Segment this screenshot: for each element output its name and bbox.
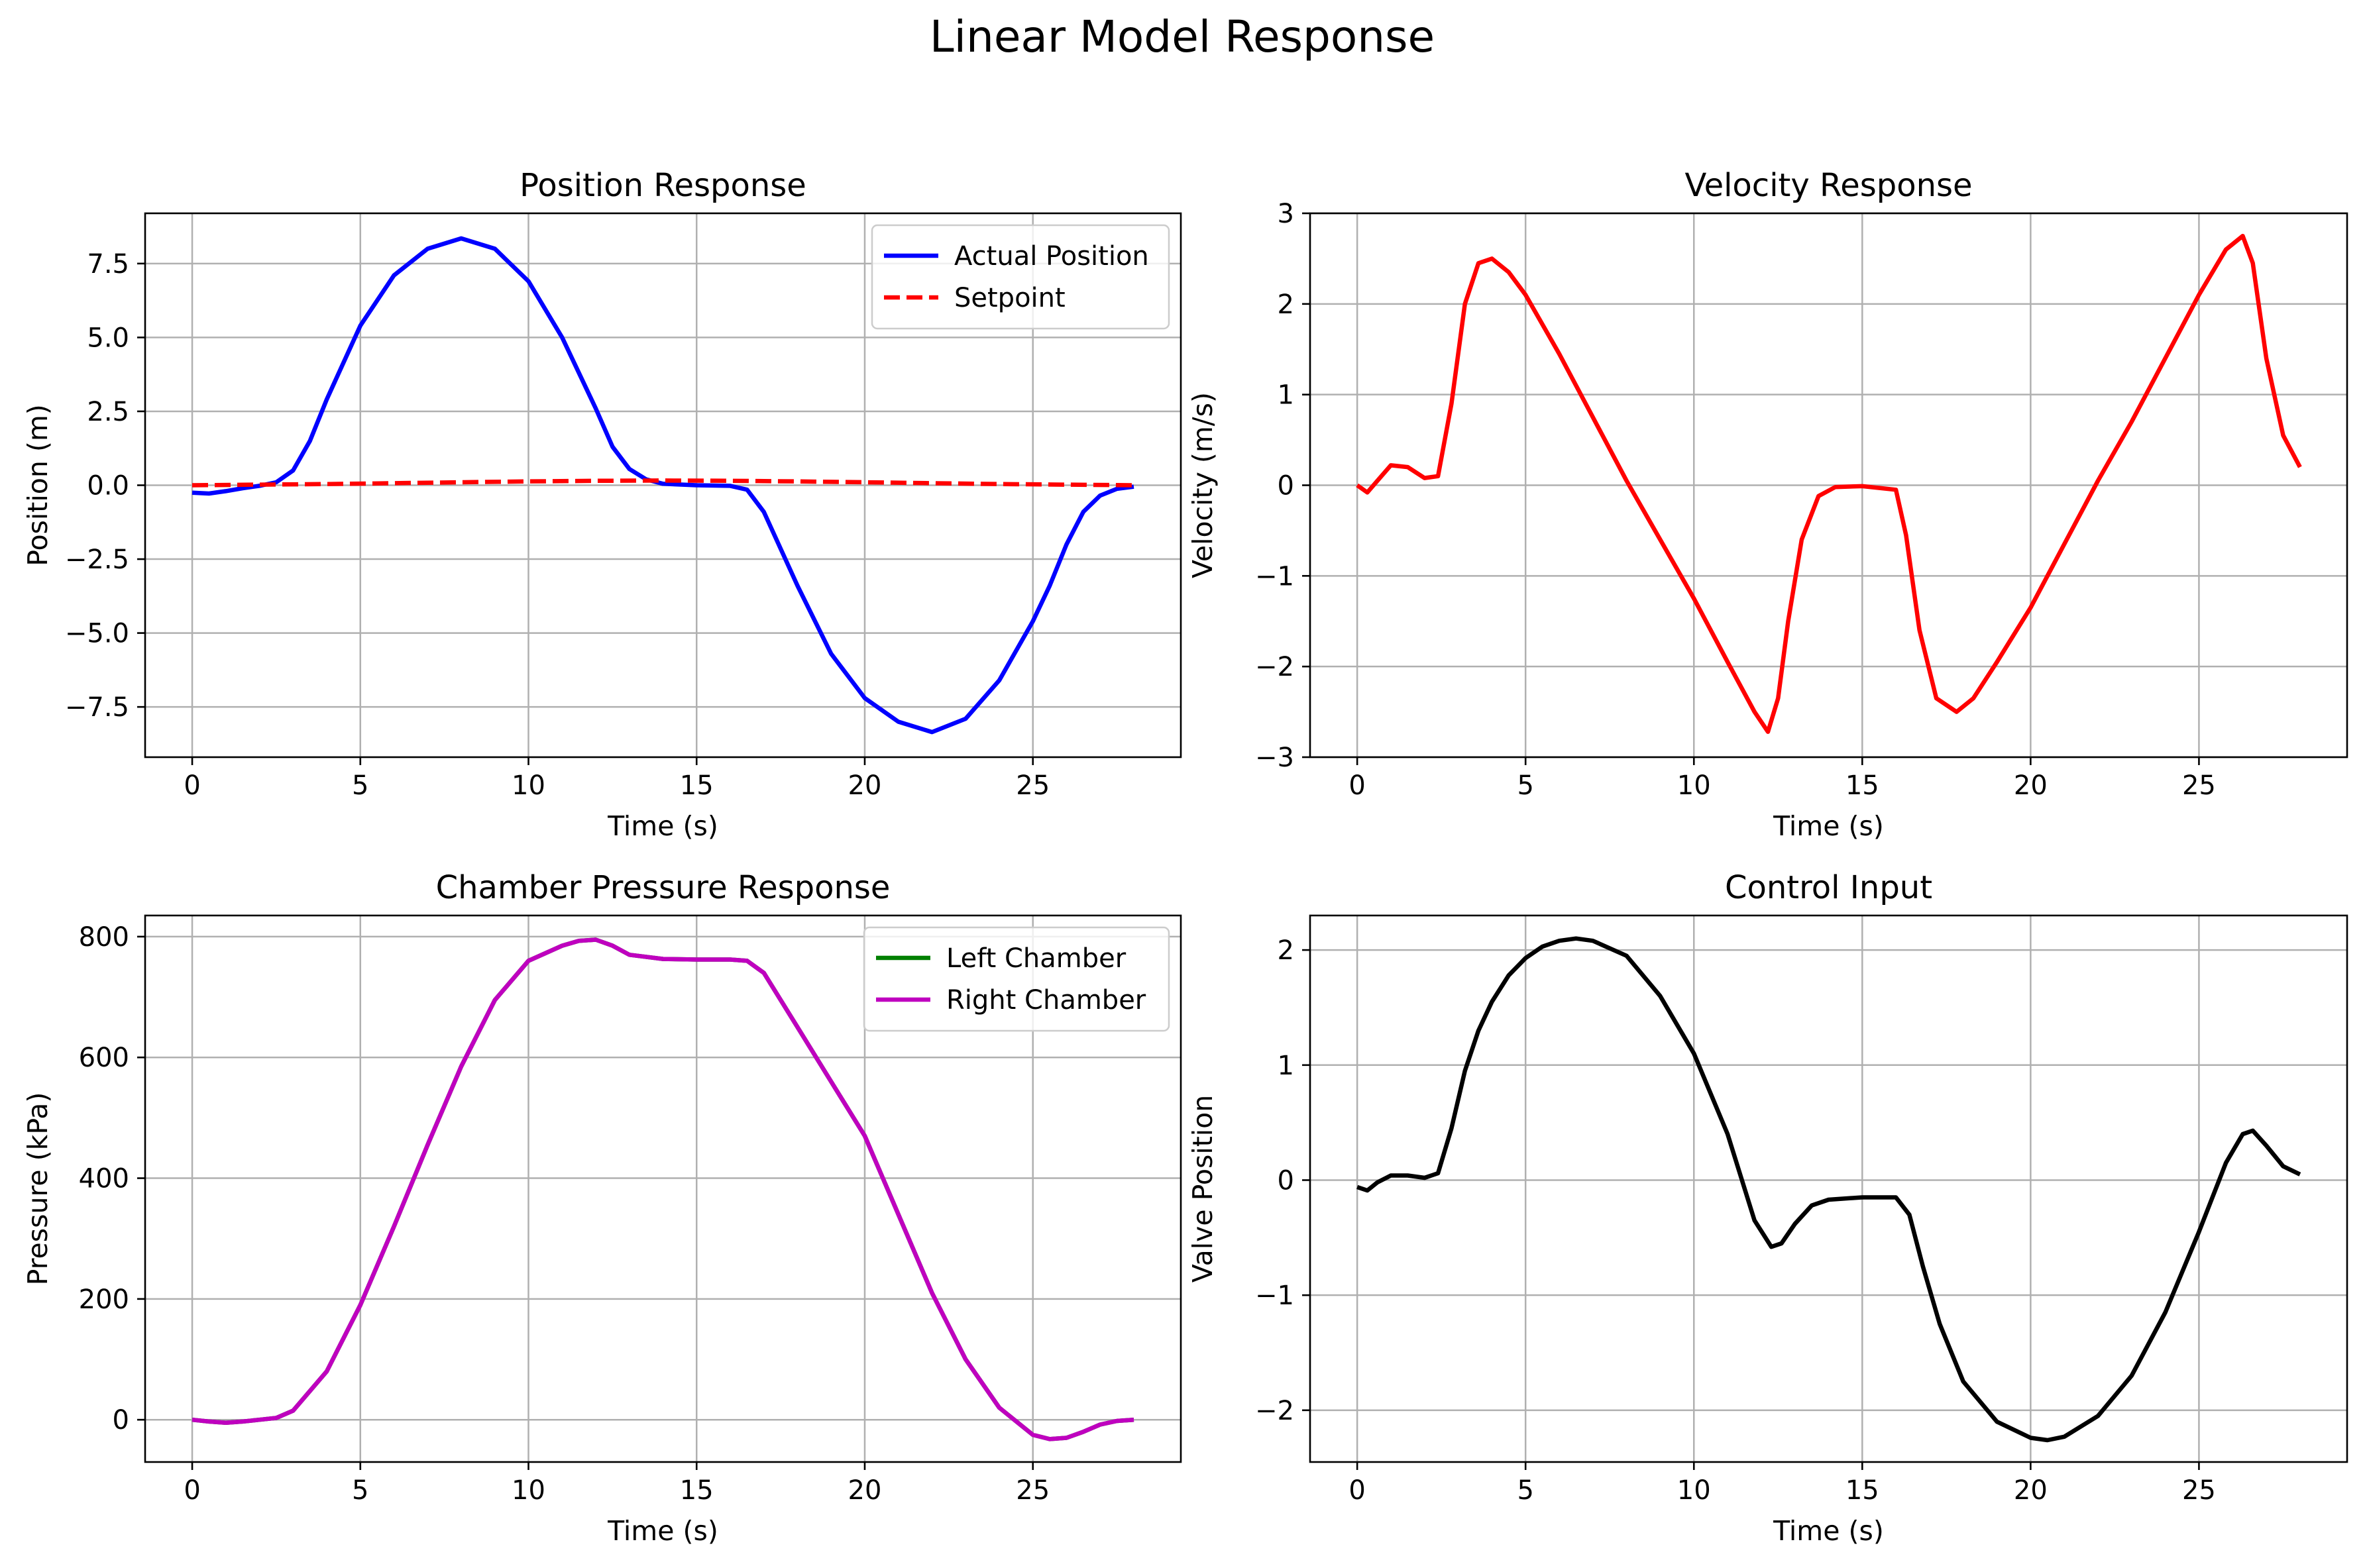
x-tick-label: 10	[512, 770, 545, 801]
y-axis: 0 200 400 600 800	[79, 922, 145, 1436]
subplot-3: 0 5 10 15 20 25 0 200 400 600 800 Chamber Pressure …	[22, 869, 1182, 1547]
x-tick-label: 15	[680, 1475, 714, 1506]
x-tick-label: 20	[2014, 1475, 2048, 1506]
x-tick-label: 15	[680, 770, 714, 801]
x-tick-label: 5	[1517, 1475, 1533, 1506]
x-axis-label: Time (s)	[1773, 810, 1884, 842]
y-tick-label: 3	[1278, 199, 1294, 229]
y-tick-label: −2	[1255, 1396, 1294, 1426]
y-tick-label: 0	[113, 1405, 129, 1436]
y-tick-label: −2.5	[65, 545, 129, 575]
y-axis-label: Position (m)	[22, 404, 54, 566]
legend-label: Left Chamber	[946, 943, 1127, 974]
y-axis: −7.5 −5.0 −2.5 0.0 2.5 5.0 7.5	[65, 249, 145, 723]
x-axis: 0 5 10 15 20 25	[184, 757, 1050, 801]
y-tick-label: 7.5	[87, 249, 129, 280]
series-group	[192, 236, 1134, 735]
legend: Actual Position Setpoint	[871, 224, 1170, 330]
subplot-title: Velocity Response	[1684, 167, 1972, 204]
y-tick-label: −3	[1255, 743, 1294, 773]
y-axis-label: Pressure (kPa)	[22, 1092, 54, 1286]
y-tick-label: 600	[79, 1043, 129, 1073]
series-group	[1356, 233, 2302, 734]
y-axis-label: Velocity (m/s)	[1187, 392, 1219, 578]
x-axis: 0 5 10 15 20 25	[1348, 1462, 2216, 1506]
y-tick-label: −2	[1255, 652, 1294, 682]
series-line-1	[1356, 233, 2302, 734]
y-tick-label: 1	[1278, 380, 1294, 411]
y-tick-label: 200	[79, 1284, 129, 1315]
y-tick-label: −1	[1255, 561, 1294, 592]
x-tick-label: 20	[848, 1475, 882, 1506]
legend-label: Right Chamber	[946, 985, 1146, 1016]
subplot-title: Control Input	[1725, 869, 1932, 906]
y-axis-label: Valve Position	[1187, 1095, 1219, 1283]
axes-frame	[144, 914, 1182, 1463]
x-tick-label: 15	[1845, 770, 1879, 801]
x-tick-label: 15	[1845, 1475, 1879, 1506]
subplot-grid: 0 5 10 15 20 25−7.5−5.0−2.50.02.55.07.5Positi…	[22, 167, 2348, 1547]
subplot-title: Position Response	[520, 167, 806, 204]
x-tick-label: 10	[1677, 1475, 1711, 1506]
subplot-1: 0 5 10 15 20 25 −7.5 −5.0 −2.5 0.0 2.5 5.0 7.5 Positi…	[22, 167, 1182, 842]
y-tick-label: 800	[79, 922, 129, 953]
y-tick-label: 2.5	[87, 397, 129, 427]
y-tick-label: 1	[1278, 1051, 1294, 1081]
x-tick-label: 20	[2014, 770, 2048, 801]
legend-box	[863, 926, 1170, 1032]
y-tick-label: 5.0	[87, 323, 129, 353]
y-tick-label: 2	[1278, 289, 1294, 320]
series-group	[192, 937, 1134, 1441]
subplot-4: 0 5 10 15 20 25 −2 −1 0 1 2 Control Input Time (s) Va…	[1187, 869, 2348, 1547]
series-group	[1356, 936, 2301, 1443]
x-axis: 0 5 10 15 20 25	[1348, 757, 2216, 801]
y-tick-label: −7.5	[65, 692, 129, 723]
y-axis: −3 −2 −1 0 1 2 3	[1255, 199, 1310, 773]
x-axis: 0 5 10 15 20 25	[184, 1462, 1050, 1506]
figure-title: Linear Model Response	[930, 11, 1435, 62]
axes-frame	[1309, 914, 2348, 1463]
y-tick-label: 400	[79, 1164, 129, 1194]
y-tick-label: 2	[1278, 935, 1294, 966]
legend: Left Chamber Right Chamber	[863, 926, 1170, 1032]
y-tick-label: −1	[1255, 1281, 1294, 1311]
x-tick-label: 0	[1348, 770, 1365, 801]
x-tick-label: 10	[1677, 770, 1711, 801]
x-axis-label: Time (s)	[607, 1515, 718, 1547]
subplot-2: 0 5 10 15 20 25 −3 −2 −1 0 1 2 3 Velocity Response Tim…	[1187, 167, 2348, 842]
series-line-2	[192, 937, 1134, 1441]
y-tick-label: 0	[1278, 471, 1294, 501]
subplot-title: Chamber Pressure Response	[436, 869, 891, 906]
x-tick-label: 25	[1016, 1475, 1050, 1506]
x-tick-label: 0	[184, 1475, 200, 1506]
y-tick-label: −5.0	[65, 619, 129, 649]
x-tick-label: 10	[512, 1475, 545, 1506]
x-tick-label: 5	[352, 1475, 368, 1506]
x-tick-label: 25	[1016, 770, 1050, 801]
legend-box	[871, 224, 1170, 330]
legend-label: Actual Position	[954, 241, 1149, 272]
y-axis: −2 −1 0 1 2	[1255, 935, 1310, 1426]
x-tick-label: 0	[184, 770, 200, 801]
x-tick-label: 5	[352, 770, 368, 801]
x-tick-label: 5	[1517, 770, 1533, 801]
legend-label: Setpoint	[954, 283, 1066, 313]
series-line-1	[1356, 936, 2301, 1443]
x-tick-label: 20	[848, 770, 882, 801]
y-tick-label: 0	[1278, 1165, 1294, 1196]
x-tick-label: 25	[2182, 770, 2216, 801]
x-axis-label: Time (s)	[607, 810, 718, 842]
x-tick-label: 0	[1348, 1475, 1365, 1506]
x-tick-label: 25	[2182, 1475, 2216, 1506]
grid-lines	[1310, 915, 2347, 1462]
y-tick-label: 0.0	[87, 471, 129, 501]
x-axis-label: Time (s)	[1773, 1515, 1884, 1547]
